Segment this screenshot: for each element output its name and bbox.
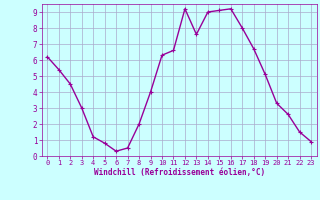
X-axis label: Windchill (Refroidissement éolien,°C): Windchill (Refroidissement éolien,°C) xyxy=(94,168,265,177)
